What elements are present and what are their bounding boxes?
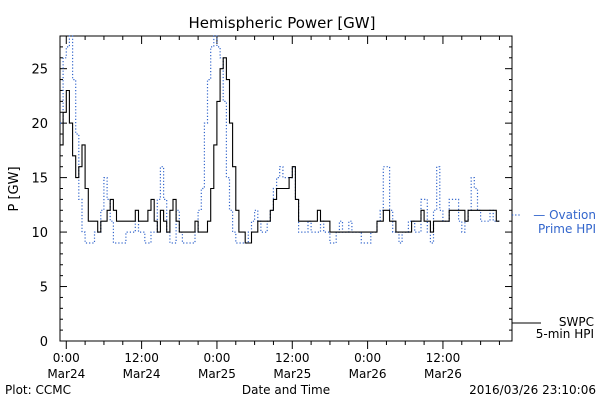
plot-timestamp: 2016/03/26 23:10:06 [469, 383, 596, 397]
x-tick-date-label: Mar25 [273, 367, 311, 381]
legend-ovation-label: Prime HPI [538, 222, 596, 236]
x-tick-time-label: 0:00 [53, 351, 80, 365]
x-tick-date-label: Mar24 [123, 367, 161, 381]
y-tick-label: 15 [31, 172, 48, 187]
x-tick-date-label: Mar26 [349, 367, 387, 381]
legend-ovation-label: — Ovation [533, 208, 596, 222]
chart-title: Hemispheric Power [GW] [189, 14, 376, 32]
legend-swpc-label: SWPC [559, 315, 594, 329]
series-ovation-prime-line [60, 35, 500, 244]
y-tick-label: 25 [31, 63, 48, 78]
x-tick-time-label: 12:00 [426, 351, 461, 365]
y-tick-label: 10 [31, 226, 48, 241]
x-tick-time-label: 0:00 [354, 351, 381, 365]
series-layer [60, 35, 500, 244]
y-axis: 0 5 10 15 20 25 [31, 35, 512, 350]
series-swpc-line [60, 57, 500, 244]
x-tick-date-label: Mar24 [47, 367, 85, 381]
x-axis: 0:00 Mar24 12:00 Mar24 0:00 Mar25 12:00 Mar25 0:… [47, 36, 500, 381]
x-tick-date-label: Mar26 [424, 367, 462, 381]
y-tick-label: 20 [31, 117, 48, 132]
y-axis-label: P [GW] [7, 166, 22, 211]
y-tick-label: 0 [40, 335, 48, 350]
y-tick-label: 5 [40, 281, 48, 296]
x-axis-label: Date and Time [242, 383, 330, 397]
x-tick-time-label: 12:00 [124, 351, 159, 365]
x-tick-time-label: 0:00 [203, 351, 230, 365]
legend-swpc-label: 5-min HPI [536, 327, 594, 341]
x-tick-date-label: Mar25 [198, 367, 236, 381]
x-tick-time-label: 12:00 [275, 351, 310, 365]
plot-credit: Plot: CCMC [5, 383, 71, 397]
